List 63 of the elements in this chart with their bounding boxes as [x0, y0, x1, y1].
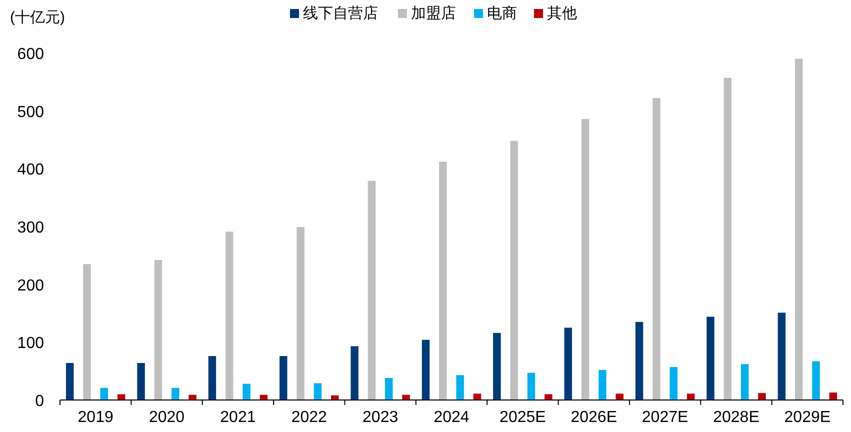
- bar: [527, 372, 536, 400]
- x-tick-label: 2022: [291, 409, 328, 426]
- bar: [493, 332, 501, 400]
- x-tick-label: 2019: [78, 409, 114, 426]
- x-tick-label: 2027E: [642, 409, 688, 426]
- bar: [83, 264, 91, 400]
- bar: [740, 364, 749, 400]
- y-tick-label: 500: [17, 104, 44, 121]
- x-tick-label: 2023: [362, 409, 398, 426]
- bar: [422, 340, 430, 400]
- bar: [829, 392, 838, 400]
- bar: [100, 388, 108, 400]
- bar: [296, 227, 304, 400]
- bar: [724, 78, 732, 400]
- y-axis-title: (十亿元): [10, 9, 65, 26]
- x-tick-label: 2021: [220, 409, 256, 426]
- x-tick-label: 2020: [148, 409, 185, 426]
- y-tick-label: 400: [17, 162, 44, 179]
- bar: [652, 98, 660, 400]
- bar: [794, 58, 803, 400]
- bar: [368, 180, 376, 400]
- y-tick-label: 100: [17, 335, 44, 352]
- x-tick-label: 2026E: [570, 409, 617, 426]
- bar: [439, 162, 447, 400]
- y-tick-label: 0: [35, 393, 44, 410]
- y-tick-label: 300: [17, 220, 44, 236]
- bar: [385, 378, 393, 400]
- x-tick-label: 2028E: [713, 409, 760, 426]
- bar: [564, 328, 572, 400]
- legend-label: 加盟店: [411, 5, 456, 22]
- bar: [137, 362, 145, 400]
- bar: [598, 370, 606, 400]
- bar: [208, 356, 216, 400]
- bar: [473, 394, 482, 400]
- bar: [350, 346, 358, 400]
- bar: [314, 383, 322, 400]
- x-tick-label: 2029E: [784, 409, 831, 426]
- y-tick-label: 200: [17, 277, 44, 294]
- bar: [171, 388, 180, 400]
- legend-label: 其他: [547, 5, 577, 22]
- bar: [758, 393, 766, 400]
- bar: [544, 394, 552, 400]
- x-tick-label: 2025E: [500, 409, 546, 426]
- bar: [280, 356, 288, 400]
- legend-label: 电商: [487, 5, 517, 22]
- bar: [510, 140, 518, 400]
- bar: [66, 362, 74, 400]
- y-tick-label: 600: [17, 46, 44, 63]
- bar: [226, 232, 234, 400]
- bar: [117, 394, 126, 400]
- bar: [686, 394, 695, 400]
- bar: [778, 312, 786, 400]
- x-tick-label: 2024: [434, 409, 470, 426]
- bar: [154, 260, 162, 400]
- bar: [242, 384, 250, 400]
- bar: [616, 394, 624, 400]
- bar: [670, 367, 678, 400]
- bar: [635, 322, 644, 400]
- bar: [456, 375, 464, 400]
- legend-label: 线下自营店: [303, 5, 378, 22]
- bar: [812, 361, 820, 400]
- bar: [581, 118, 590, 400]
- bar: [706, 316, 714, 400]
